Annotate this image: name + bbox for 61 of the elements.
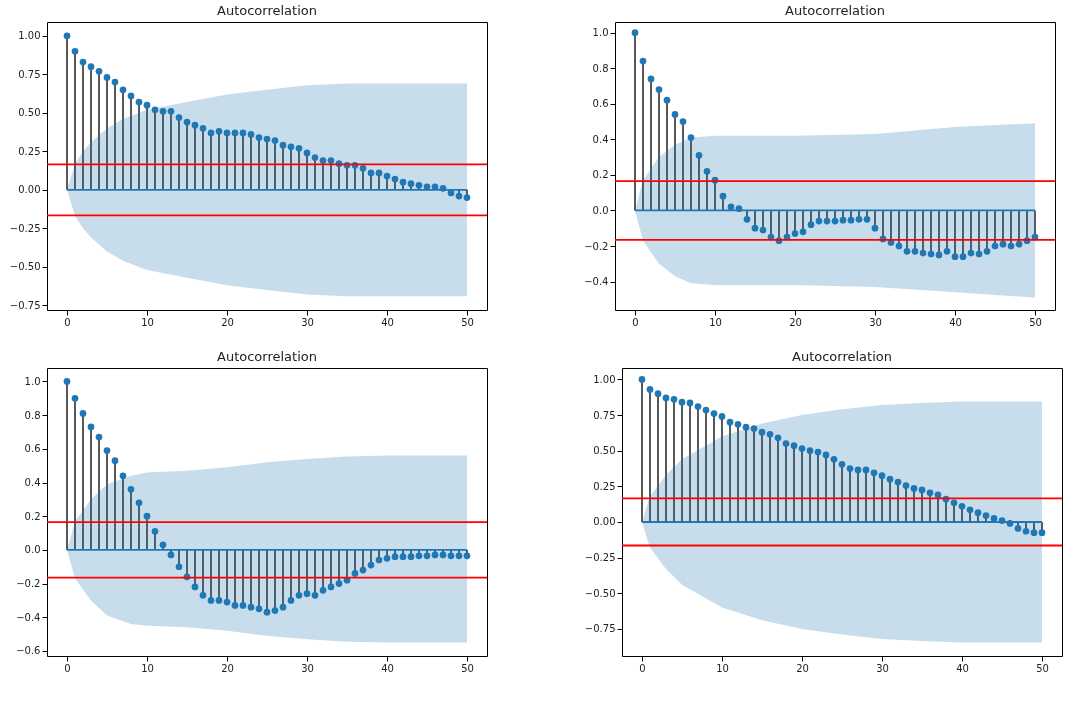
y-tick-label: −0.50 [9,261,41,273]
y-tick-label: 0.00 [18,184,41,196]
y-tick-label: −0.4 [16,611,41,623]
y-tick-label: 0.50 [593,445,616,457]
y-tick-label: −0.25 [584,552,616,564]
y-tick-label: −0.25 [9,222,41,234]
x-tick-label: 50 [461,316,474,328]
y-tick-label: 0.8 [592,62,609,74]
x-tick-label: 10 [709,316,722,328]
y-tick-label: 0.0 [592,204,609,216]
y-tick-label: 1.0 [592,27,609,39]
y-tick-label: 1.00 [593,373,616,385]
y-tick-label: 0.8 [24,409,41,421]
y-tick-label: −0.2 [584,240,609,252]
y-tick-label: 0.00 [593,516,616,528]
chart-title: Autocorrelation [792,349,892,364]
chart-title: Autocorrelation [217,349,317,364]
x-tick-label: 20 [796,662,809,674]
x-tick-label: 20 [789,316,802,328]
y-tick-label: 1.0 [24,375,41,387]
x-tick-label: 30 [876,662,889,674]
x-tick-label: 50 [461,662,474,674]
x-tick-label: 40 [381,662,394,674]
y-tick-label: −0.4 [584,276,609,288]
y-tick-label: 0.25 [593,480,616,492]
y-tick-label: 0.50 [18,107,41,119]
x-tick-label: 40 [956,662,969,674]
x-tick-label: 0 [64,662,71,674]
y-tick-label: 0.4 [592,133,609,145]
x-tick-label: 30 [301,662,314,674]
x-tick-label: 50 [1036,662,1049,674]
x-tick-label: 40 [381,316,394,328]
y-tick-label: 0.75 [18,68,41,80]
x-tick-label: 0 [64,316,71,328]
y-tick-label: −0.6 [16,645,41,657]
y-tick-label: −0.50 [584,587,616,599]
x-tick-label: 0 [632,316,639,328]
y-tick-label: 0.2 [592,169,609,181]
y-tick-label: 0.4 [24,477,41,489]
x-tick-label: 40 [949,316,962,328]
x-tick-label: 50 [1029,316,1042,328]
x-tick-label: 10 [716,662,729,674]
x-tick-label: 30 [301,316,314,328]
y-tick-label: 0.75 [593,409,616,421]
y-tick-label: 0.2 [24,510,41,522]
y-tick-label: 0.6 [592,98,609,110]
y-tick-label: 1.00 [18,30,41,42]
y-tick-label: −0.75 [9,299,41,311]
x-tick-label: 10 [141,662,154,674]
chart-title: Autocorrelation [785,3,885,18]
x-tick-label: 20 [221,662,234,674]
y-tick-label: −0.75 [584,623,616,635]
y-tick-label: 0.25 [18,145,41,157]
x-tick-label: 0 [639,662,646,674]
x-tick-label: 30 [869,316,882,328]
y-tick-label: −0.2 [16,578,41,590]
y-tick-label: 0.0 [24,544,41,556]
x-tick-label: 10 [141,316,154,328]
chart-title: Autocorrelation [217,3,317,18]
x-tick-label: 20 [221,316,234,328]
y-tick-label: 0.6 [24,443,41,455]
